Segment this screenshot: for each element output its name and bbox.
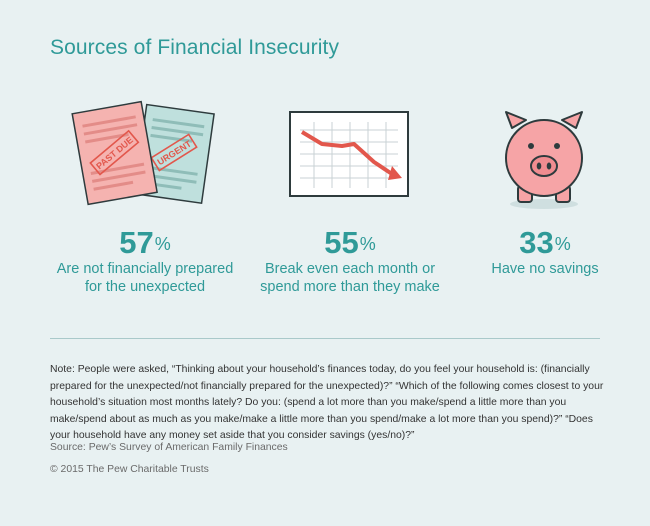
stat-value: 33% [519,225,571,260]
survey-note: Note: People were asked, “Thinking about… [50,364,604,441]
stat-value: 55% [324,225,376,260]
stat-description: Have no savings [491,261,599,277]
page-title: Sources of Financial Insecurity [50,36,340,59]
stat-no-savings: 33% Have no savings [470,225,620,278]
piggy-bank-icon [505,111,583,209]
overdue-bills-icon: URGENT PAST DUE [71,100,215,206]
stat-description: Break even each month or spend more than… [260,261,440,295]
stat-unprepared: 57% Are not financially prepared for the… [40,225,250,296]
stat-value: 57% [119,225,171,260]
source-line: Source: Pew’s Survey of American Family … [50,442,288,453]
stat-break-even: 55% Break even each month or spend more … [250,225,450,296]
declining-chart-icon [289,111,409,197]
stat-description: Are not financially prepared for the une… [56,261,234,295]
copyright-line: © 2015 The Pew Charitable Trusts [50,464,209,475]
divider [50,338,600,339]
